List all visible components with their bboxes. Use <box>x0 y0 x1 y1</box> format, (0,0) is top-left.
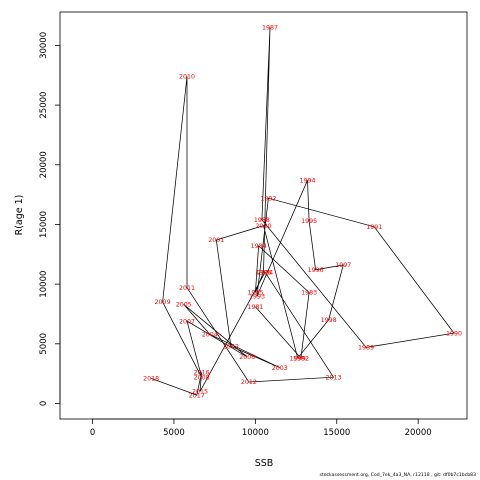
plot-frame <box>59 11 468 420</box>
y-tick-label: 15000 <box>39 211 49 238</box>
year-point-1983: 1983 <box>301 290 317 297</box>
year-point-1994: 1994 <box>299 177 315 184</box>
year-point-1992: 1992 <box>260 195 276 202</box>
x-tick-label: 5000 <box>163 428 185 438</box>
y-tick-label: 20000 <box>39 151 49 178</box>
year-point-2004: 2004 <box>202 331 218 338</box>
year-point-1991: 1991 <box>366 224 382 231</box>
year-point-2006: 2006 <box>239 354 255 361</box>
year-point-2018: 2018 <box>143 376 159 383</box>
x-tick-label: 10000 <box>242 428 269 438</box>
year-point-2012: 2012 <box>241 379 257 386</box>
year-point-2001: 2001 <box>208 237 224 244</box>
year-point-1987: 1987 <box>262 25 278 32</box>
year-point-1998: 1998 <box>321 317 337 324</box>
x-tick-label: 15000 <box>323 428 350 438</box>
x-tick-label: 0 <box>90 428 95 438</box>
y-tick-label: 5000 <box>39 333 49 355</box>
year-point-2009: 2009 <box>155 299 171 306</box>
year-point-2000: 2000 <box>255 223 271 230</box>
year-point-2008: 2008 <box>194 374 210 381</box>
x-axis: 0 5000 10000 15000 20000 <box>90 418 432 438</box>
year-point-2015: 2015 <box>192 389 208 396</box>
year-point-1985: 1985 <box>247 290 263 297</box>
year-point-2011: 2011 <box>179 285 195 292</box>
year-point-1999: 1999 <box>290 355 306 362</box>
year-point-2005: 2005 <box>176 302 192 309</box>
year-point-2016: 2016 <box>194 370 210 377</box>
year-point-2010: 2010 <box>179 74 195 81</box>
year-point-1984: 1984 <box>251 243 267 250</box>
y-tick-label: 30000 <box>39 32 49 59</box>
year-point-1996: 1996 <box>308 267 324 274</box>
y-axis: 0 5000 10000 15000 20000 25000 30000 <box>39 32 61 406</box>
year-point-1981: 1981 <box>247 304 263 311</box>
y-tick-label: 0 <box>39 401 49 406</box>
year-point-1989: 1989 <box>358 345 374 352</box>
year-point-1993: 1993 <box>249 293 265 300</box>
year-point-1988: 1988 <box>254 217 270 224</box>
year-point-2013: 2013 <box>325 374 341 381</box>
year-point-2003: 2003 <box>272 365 288 372</box>
year-point-2002: 2002 <box>223 343 239 350</box>
year-point-1982: 1982 <box>293 355 309 362</box>
year-point-1986: 1986 <box>255 269 271 276</box>
year-point-2014: 2014 <box>257 269 273 276</box>
y-tick-label: 25000 <box>39 92 49 119</box>
year-point-1997: 1997 <box>335 262 351 269</box>
year-labels: 1981 1982 1983 1984 1985 1986 1987 1988 1989 1990… <box>143 25 462 400</box>
y-axis-title: R(age 1) <box>14 195 25 236</box>
year-point-1995: 1995 <box>301 218 317 225</box>
year-point-2017: 2017 <box>189 392 205 399</box>
footer-credit: stockassessment.org, Cod_7ek_4a3_NA, r12… <box>319 473 476 478</box>
x-axis-title: SSB <box>255 458 274 469</box>
x-tick-label: 20000 <box>405 428 432 438</box>
recruitment-path <box>151 27 455 396</box>
year-point-2007: 2007 <box>179 318 195 325</box>
series-line <box>151 27 455 396</box>
year-point-1990: 1990 <box>446 330 462 337</box>
y-tick-label: 10000 <box>39 271 49 298</box>
